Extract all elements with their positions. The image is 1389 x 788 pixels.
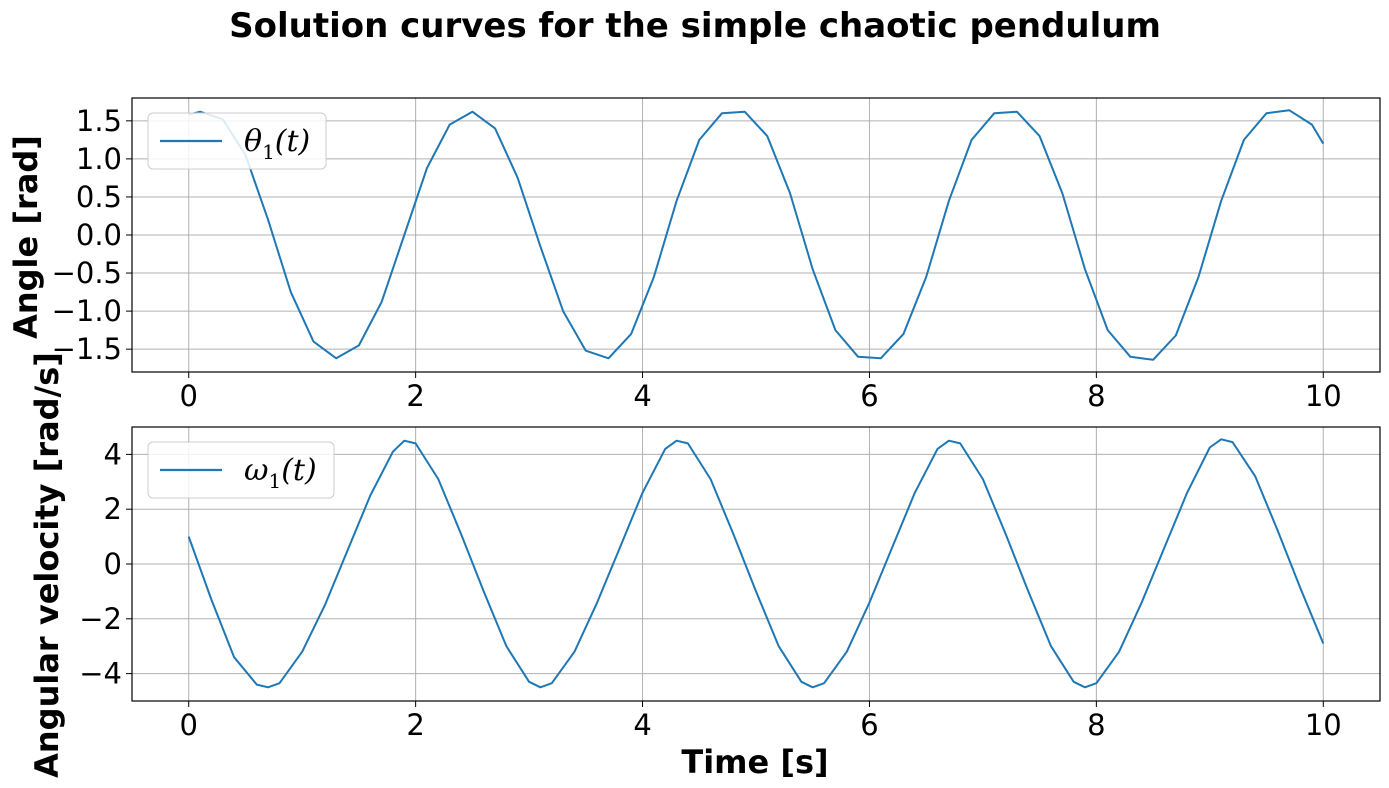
- x-tick-label: 0: [180, 708, 198, 742]
- x-tick-label: 8: [1087, 708, 1105, 742]
- y-tick-label: −4: [79, 657, 122, 691]
- y-tick-label: 1.0: [76, 142, 122, 176]
- y-tick-label: 0.0: [76, 218, 122, 252]
- legend: ω1(t): [147, 441, 335, 499]
- y-tick-label: −1.5: [52, 332, 122, 366]
- y-tick-label: 0.5: [76, 180, 122, 214]
- legend-box: [147, 112, 327, 170]
- legend-label: ω1(t): [244, 453, 317, 493]
- angle-subplot: 0 2 4 6 8 10 −1.5 −1.0 −0.5 0.0 0.5 1.0 1.5 θ1(t): [52, 97, 1381, 413]
- x-tick-label: 10: [1305, 708, 1342, 742]
- x-tick-label: 0: [180, 379, 198, 413]
- x-tick-label: 6: [860, 708, 878, 742]
- y-tick-label: 1.5: [76, 104, 122, 138]
- x-tick-label: 4: [633, 379, 651, 413]
- x-tick-label: 8: [1087, 379, 1105, 413]
- y-tick-label: 2: [104, 492, 122, 526]
- y-tick-label: −2: [79, 602, 122, 636]
- series-line: [188, 109, 1325, 361]
- x-tick-label: 10: [1305, 379, 1342, 413]
- x-axis-label-time: Time [s]: [681, 743, 828, 781]
- y-axis-label-angle: Angle [rad]: [7, 135, 45, 339]
- legend-label: θ1(t): [244, 124, 310, 164]
- x-tick-label: 4: [633, 708, 651, 742]
- y-axis-label-angular-velocity: Angular velocity [rad/s]: [28, 352, 66, 778]
- series-line: [187, 438, 1325, 689]
- x-tick-label: 2: [406, 708, 424, 742]
- legend: θ1(t): [147, 112, 327, 170]
- angular-velocity-subplot: 0 2 4 6 8 10 −4 −2 0 2 4 ω1(t): [79, 426, 1381, 742]
- x-tick-label: 2: [406, 379, 424, 413]
- y-tick-label: −0.5: [52, 256, 122, 290]
- legend-box: [147, 441, 335, 499]
- chart-title: Solution curves for the simple chaotic p…: [229, 6, 1161, 46]
- y-tick-label: −1.0: [52, 294, 122, 328]
- x-tick-label: 6: [860, 379, 878, 413]
- y-tick-label: 4: [104, 437, 122, 471]
- y-tick-label: 0: [104, 547, 122, 581]
